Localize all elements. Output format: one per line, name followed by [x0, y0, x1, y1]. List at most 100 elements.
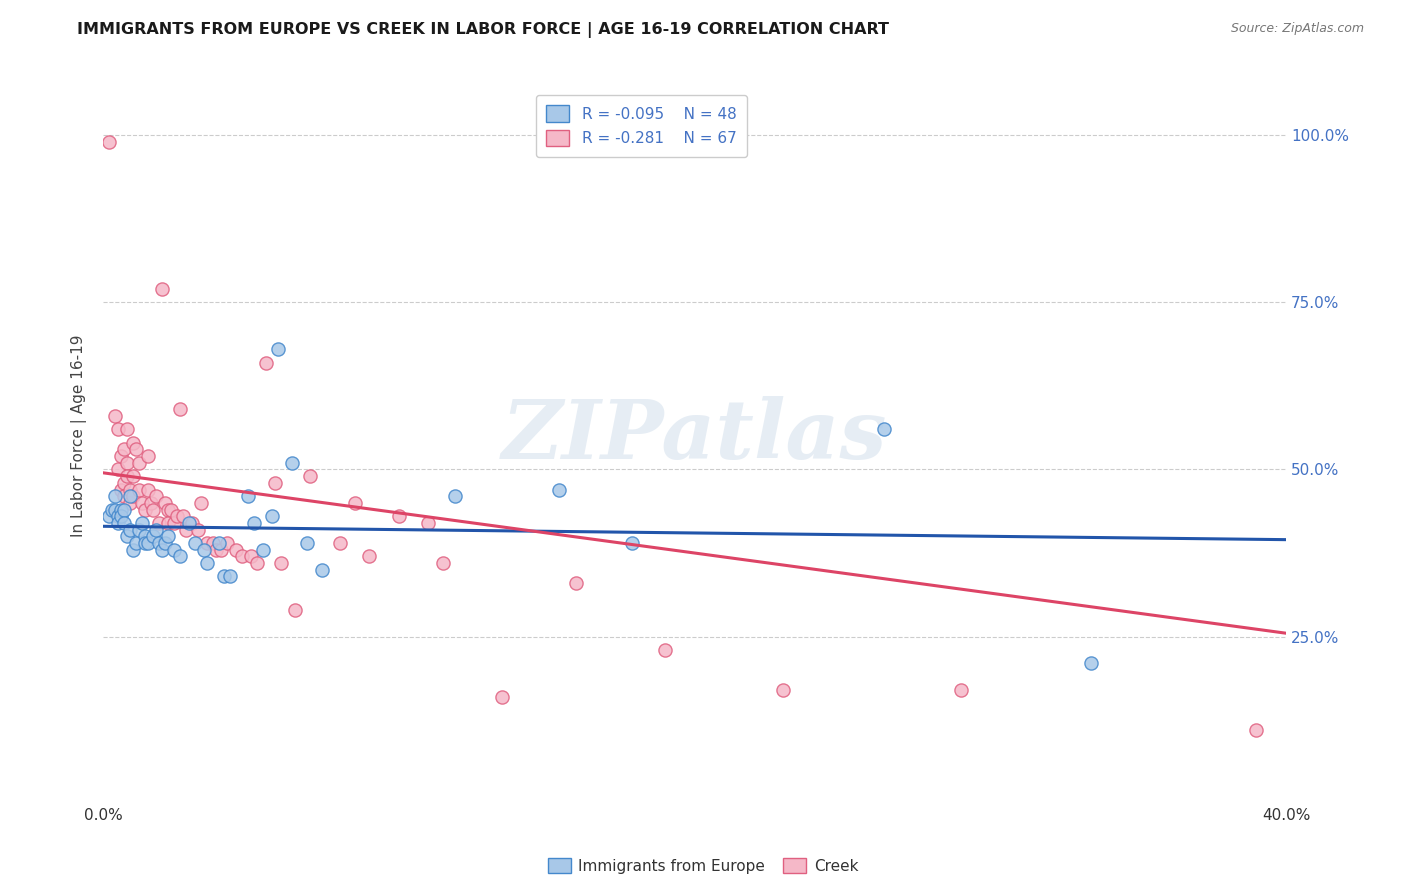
Point [118, 489, 141, 503]
Point [231, 549, 253, 564]
Point [311, 563, 333, 577]
Point [134, 529, 156, 543]
Point [112, 502, 135, 516]
Point [112, 442, 135, 457]
Point [98, 135, 121, 149]
Point [136, 449, 159, 463]
Point [107, 509, 129, 524]
Point [432, 556, 454, 570]
Text: IMMIGRANTS FROM EUROPE VS CREEK IN LABOR FORCE | AGE 16-19 CORRELATION CHART: IMMIGRANTS FROM EUROPE VS CREEK IN LABOR… [77, 22, 890, 38]
Point [418, 516, 440, 530]
Point [169, 549, 191, 564]
Point [565, 576, 588, 591]
Point [359, 549, 381, 564]
Point [110, 509, 132, 524]
Point [252, 542, 274, 557]
Point [118, 483, 141, 497]
Point [104, 409, 127, 423]
Point [128, 456, 150, 470]
Legend: R = -0.095    N = 48, R = -0.281    N = 67: R = -0.095 N = 48, R = -0.281 N = 67 [536, 95, 747, 157]
Point [136, 483, 159, 497]
Point [180, 516, 202, 530]
Point [184, 536, 207, 550]
Point [214, 569, 236, 583]
Point [160, 502, 183, 516]
Point [177, 516, 200, 530]
Point [148, 536, 170, 550]
Point [155, 496, 177, 510]
Point [284, 603, 307, 617]
Point [243, 516, 266, 530]
Point [207, 536, 229, 550]
Point [112, 489, 135, 503]
Point [110, 483, 132, 497]
Point [148, 516, 170, 530]
Point [388, 509, 411, 524]
Y-axis label: In Labor Force | Age 16-19: In Labor Force | Age 16-19 [72, 334, 87, 537]
Point [187, 523, 209, 537]
Point [217, 536, 239, 550]
Point [547, 483, 569, 497]
Point [150, 282, 173, 296]
Point [155, 536, 177, 550]
Point [240, 549, 263, 564]
Point [772, 683, 794, 698]
Point [107, 516, 129, 530]
Point [169, 402, 191, 417]
Text: ZIPatlas: ZIPatlas [502, 396, 887, 476]
Point [134, 536, 156, 550]
Point [128, 523, 150, 537]
Point [128, 483, 150, 497]
Point [329, 536, 352, 550]
Point [236, 489, 259, 503]
Point [225, 542, 247, 557]
Point [1080, 657, 1102, 671]
Point [343, 496, 366, 510]
Point [134, 502, 156, 516]
Point [125, 536, 148, 550]
Point [654, 643, 676, 657]
Point [157, 502, 180, 516]
Point [873, 422, 896, 436]
Point [110, 502, 132, 516]
Point [145, 523, 167, 537]
Point [115, 469, 138, 483]
Point [163, 516, 186, 530]
Point [118, 496, 141, 510]
Point [104, 502, 127, 516]
Point [121, 489, 143, 503]
Point [136, 536, 159, 550]
Point [254, 355, 277, 369]
Point [166, 509, 188, 524]
Point [281, 456, 304, 470]
Point [211, 542, 233, 557]
Point [150, 542, 173, 557]
Point [157, 529, 180, 543]
Point [246, 556, 269, 570]
Point [139, 496, 162, 510]
Point [299, 469, 322, 483]
Point [157, 516, 180, 530]
Point [195, 556, 218, 570]
Point [201, 536, 224, 550]
Point [115, 529, 138, 543]
Point [270, 556, 292, 570]
Text: Source: ZipAtlas.com: Source: ZipAtlas.com [1230, 22, 1364, 36]
Point [193, 542, 215, 557]
Point [219, 569, 242, 583]
Point [142, 529, 165, 543]
Point [107, 422, 129, 436]
Legend: Immigrants from Europe, Creek: Immigrants from Europe, Creek [541, 852, 865, 880]
Point [107, 462, 129, 476]
Point [115, 456, 138, 470]
Point [266, 342, 288, 356]
Point [491, 690, 513, 704]
Point [145, 489, 167, 503]
Point [121, 542, 143, 557]
Point [98, 509, 121, 524]
Point [121, 435, 143, 450]
Point [115, 422, 138, 436]
Point [104, 489, 127, 503]
Point [297, 536, 319, 550]
Point [142, 502, 165, 516]
